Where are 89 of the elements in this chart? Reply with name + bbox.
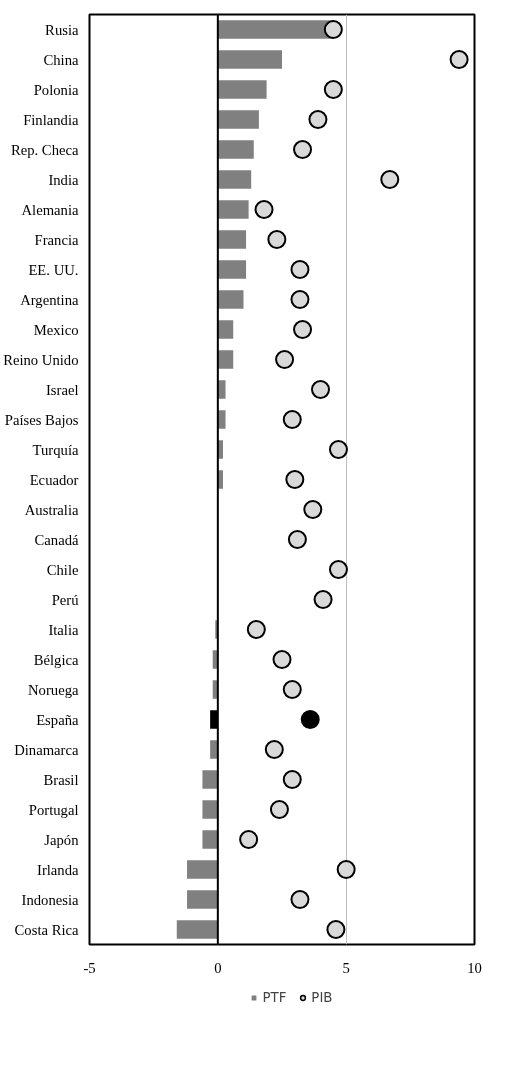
y-tick-label: Bélgica — [33, 651, 79, 668]
point — [285, 470, 305, 489]
point — [323, 20, 343, 39]
legend-label: PTF — [262, 989, 287, 1005]
bar — [217, 80, 267, 99]
point — [282, 410, 302, 429]
y-tick-label: Finlandia — [23, 111, 79, 128]
y-tick-label: Alemania — [21, 201, 79, 218]
y-tick-label: Rusia — [45, 21, 79, 38]
point — [246, 620, 266, 639]
x-tick-label: 10 — [467, 959, 482, 976]
bar — [202, 800, 218, 819]
point — [300, 710, 320, 729]
y-tick-label: India — [48, 171, 79, 188]
bar — [202, 770, 218, 789]
bar — [217, 260, 247, 279]
point — [290, 260, 310, 279]
x-tick-label: 5 — [342, 959, 350, 976]
y-tick-label: Países Bajos — [4, 411, 79, 428]
bar — [202, 830, 218, 849]
point — [239, 830, 259, 849]
y-tick-label: Noruega — [28, 681, 79, 698]
y-tick-label: Ecuador — [29, 471, 79, 488]
point — [287, 530, 307, 549]
bar — [217, 290, 244, 309]
point — [380, 170, 400, 189]
point — [323, 80, 343, 99]
legend-label: PIB — [311, 989, 333, 1005]
bar — [217, 200, 249, 219]
y-tick-label: Italia — [48, 621, 79, 638]
y-tick-label: China — [43, 51, 79, 68]
y-tick-label: España — [36, 711, 79, 728]
bar — [217, 350, 234, 369]
y-tick-label: Dinamarca — [14, 741, 79, 758]
bar — [217, 110, 259, 129]
y-tick-label: Perú — [51, 591, 80, 608]
point — [293, 320, 313, 339]
bar — [217, 20, 334, 39]
point — [308, 110, 328, 129]
y-tick-label: Portugal — [28, 801, 79, 818]
point — [264, 740, 284, 759]
point — [267, 230, 287, 249]
y-tick-label: Chile — [46, 561, 79, 578]
y-tick-label: Irlanda — [37, 861, 79, 878]
point — [336, 860, 356, 879]
y-tick-label: Polonia — [33, 81, 79, 98]
bar — [217, 170, 252, 189]
y-tick-label: Rep. Checa — [10, 141, 79, 158]
point — [254, 200, 274, 219]
point — [328, 440, 348, 459]
bar — [187, 890, 218, 909]
point — [290, 890, 310, 909]
y-tick-label: Turquía — [32, 441, 79, 458]
bar — [217, 320, 234, 339]
point — [311, 380, 330, 399]
point — [282, 770, 302, 789]
bar — [176, 920, 218, 939]
y-tick-label: EE. UU. — [28, 261, 79, 278]
y-tick-label: Canadá — [34, 531, 79, 548]
point — [282, 680, 302, 699]
y-tick-label: Reino Unido — [3, 351, 79, 368]
x-tick-label: 0 — [214, 959, 222, 976]
y-tick-label: Francia — [34, 231, 79, 248]
bar — [217, 380, 226, 399]
point — [269, 800, 289, 819]
y-tick-label: Australia — [24, 501, 79, 518]
point — [275, 350, 295, 369]
y-tick-label: Indonesia — [21, 891, 79, 908]
point — [326, 920, 346, 939]
point — [272, 650, 292, 669]
y-tick-label: Mexico — [33, 321, 79, 338]
point — [313, 590, 333, 609]
point — [328, 560, 348, 579]
point — [293, 140, 313, 159]
bar — [217, 50, 282, 69]
y-tick-label: Argentina — [20, 291, 79, 308]
bar — [187, 860, 218, 879]
y-tick-label: Israel — [45, 381, 79, 398]
y-tick-label: Japón — [44, 831, 80, 848]
point — [290, 290, 310, 309]
x-tick-label: -5 — [83, 959, 96, 976]
bar — [210, 740, 218, 759]
y-tick-label: Costa Rica — [14, 921, 79, 938]
bar — [217, 230, 247, 249]
bar — [217, 410, 226, 429]
y-tick-label: Brasil — [43, 771, 79, 788]
point — [449, 50, 469, 69]
bar — [217, 140, 254, 159]
point — [303, 500, 323, 519]
